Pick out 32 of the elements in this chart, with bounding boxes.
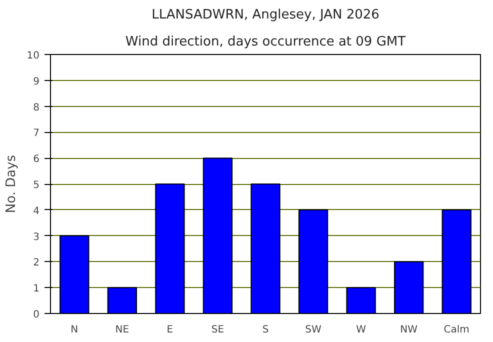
bar [155,184,185,314]
y-tick-label: 4 [33,206,40,217]
x-tick-label: NE [115,324,130,336]
y-tick-label: 7 [33,128,40,140]
y-tick-label: 1 [33,284,40,295]
chart-title: LLANSADWRN, Anglesey, JAN 2026 [152,8,380,22]
x-tick-label: NW [400,324,418,336]
y-tick-label: 2 [33,258,40,269]
y-tick-label: 8 [33,102,40,114]
x-tick-label: N [70,324,78,336]
bar [107,287,137,314]
y-tick-label: 3 [33,232,40,243]
bar [442,209,472,314]
bar [202,158,233,314]
y-tick-label: 0 [33,310,40,320]
bar [346,287,376,314]
bar [250,184,280,314]
y-tick-label: 6 [33,154,40,166]
x-tick-label: S [262,324,269,336]
y-tick-label: 9 [33,76,40,88]
x-tick-label: E [166,324,174,336]
chart-subtitle: Wind direction, days occurrence at 09 GMT [125,34,406,50]
y-tick-label: 10 [26,50,40,62]
y-axis-title: No. Days [4,154,19,214]
bar [394,261,424,314]
x-tick-label: SW [305,324,322,336]
x-tick-label: Calm [444,324,470,336]
bar [60,235,90,314]
y-tick-label: 5 [33,180,40,191]
bar [298,209,328,314]
x-tick-label: SE [211,324,224,336]
x-tick-label: W [356,324,366,336]
